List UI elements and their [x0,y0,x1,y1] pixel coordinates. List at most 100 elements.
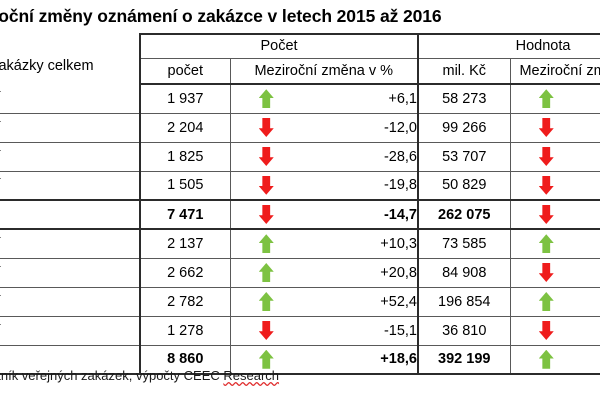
row-label: Rok [0,345,140,375]
table-row: 1. čtvrtletí1 937 +6,158 273 [0,84,600,114]
cell-value-pct [582,287,600,317]
arrow-glyph [538,321,554,340]
cell-value: 73 585 [418,229,511,259]
cell-value-trend [510,316,582,346]
cell-value-pct [582,345,600,375]
table-row: 4. čtvrtletí1 505 -19,850 829 [0,171,600,201]
arrow-glyph [538,147,554,166]
group-header-hodnota: Hodnota [418,33,600,59]
arrow-down-icon [538,263,554,282]
cell-count-trend [230,287,302,317]
arrow-down-icon [538,205,554,224]
row-label: 3. čtvrtletí [0,142,140,172]
table-row: 4. čtvrtletí1 278 -15,136 810 [0,316,600,346]
arrow-up-icon [538,292,554,311]
col-header-mil-kc: mil. Kč [418,58,511,85]
row-label: 1. čtvrtletí [0,84,140,114]
arrow-up-icon [258,89,274,109]
arrow-down-icon [258,118,274,137]
arrow-glyph [258,321,274,340]
cell-count-pct: +52,4 [302,287,419,317]
cell-count-pct: -28,6 [302,142,419,172]
cell-count: 1 825 [139,142,231,172]
arrow-down-icon [538,147,554,166]
cell-value-trend [510,171,582,201]
row-label: 4. čtvrtletí [0,316,140,346]
arrow-glyph [258,234,274,254]
row-label: 2. čtvrtletí [0,113,140,143]
cell-value-trend [510,287,582,317]
arrow-up-icon [538,89,554,109]
cell-count-pct: -15,1 [302,316,419,346]
cell-count-trend [230,171,302,201]
table-head: Počet Hodnota Veřejné zakázky celkem poč… [0,33,600,85]
table-sub-header-row: Veřejné zakázky celkem počet Meziroční z… [0,58,600,85]
data-table-container: Počet Hodnota Veřejné zakázky celkem poč… [0,33,600,375]
cell-count-trend [230,345,302,375]
cell-count-trend [230,258,302,288]
cell-value-pct [582,171,600,201]
source-caption: Zdroj: Věstník veřejných zakázek, výpočt… [0,368,600,383]
arrow-glyph [258,263,274,282]
cell-count: 1 278 [139,316,231,346]
arrow-glyph [258,147,274,166]
cell-count-trend [230,316,302,346]
corner-cell [0,34,140,58]
cell-count-trend [230,200,302,230]
col-header-hodnota-change: Meziroční změna v % [510,58,600,85]
cell-value-pct [582,84,600,114]
arrow-glyph [538,89,554,109]
table-group-header-row: Počet Hodnota [0,33,600,59]
cell-value-trend [510,113,582,143]
arrow-glyph [258,349,274,369]
corner-label: Veřejné zakázky celkem [0,58,140,84]
arrow-up-icon [258,349,274,369]
cell-value-trend [510,345,582,375]
cell-value-pct [582,113,600,143]
arrow-down-icon [258,205,274,224]
col-header-pocet-change: Meziroční změna v % [230,58,419,85]
cell-value: 99 266 [418,113,511,143]
arrow-down-icon [538,175,554,195]
row-label: 2. čtvrtletí [0,258,140,288]
arrow-up-icon [258,292,274,311]
arrow-up-icon [258,263,274,282]
cell-count-trend [230,113,302,143]
arrow-glyph [538,175,554,195]
cell-count-pct: +18,6 [302,345,419,375]
cell-value-trend [510,84,582,114]
cell-count-pct: -12,0 [302,113,419,143]
source-misspelled-word: Research [223,368,280,383]
cell-value: 53 707 [418,142,511,172]
cell-count: 7 471 [139,200,231,230]
arrow-glyph [258,175,274,195]
cell-count: 2 662 [139,258,231,288]
quarterly-tender-table: Počet Hodnota Veřejné zakázky celkem poč… [0,33,600,375]
row-label: Rok [0,200,140,230]
cell-count-trend [230,142,302,172]
cell-value: 196 854 [418,287,511,317]
cell-value: 58 273 [418,84,511,114]
cell-value-pct [582,200,600,230]
arrow-up-icon [538,234,554,254]
cell-count: 8 860 [139,345,231,375]
cell-value: 36 810 [418,316,511,346]
arrow-glyph [538,263,554,282]
cell-value: 50 829 [418,171,511,201]
col-header-pocet: počet [139,58,231,85]
arrow-glyph [538,234,554,254]
cell-value-trend [510,200,582,230]
arrow-up-icon [538,349,554,369]
row-label: 1. čtvrtletí [0,229,140,259]
cell-value: 262 075 [418,200,511,230]
table-row: 2. čtvrtletí2 204 -12,099 266 [0,113,600,143]
row-label: 3. čtvrtletí [0,287,140,317]
arrow-glyph [538,292,554,311]
arrow-glyph [258,89,274,109]
cell-count-trend [230,84,302,114]
arrow-up-icon [258,234,274,254]
cell-count-pct: +10,3 [302,229,419,259]
arrow-glyph [538,118,554,137]
